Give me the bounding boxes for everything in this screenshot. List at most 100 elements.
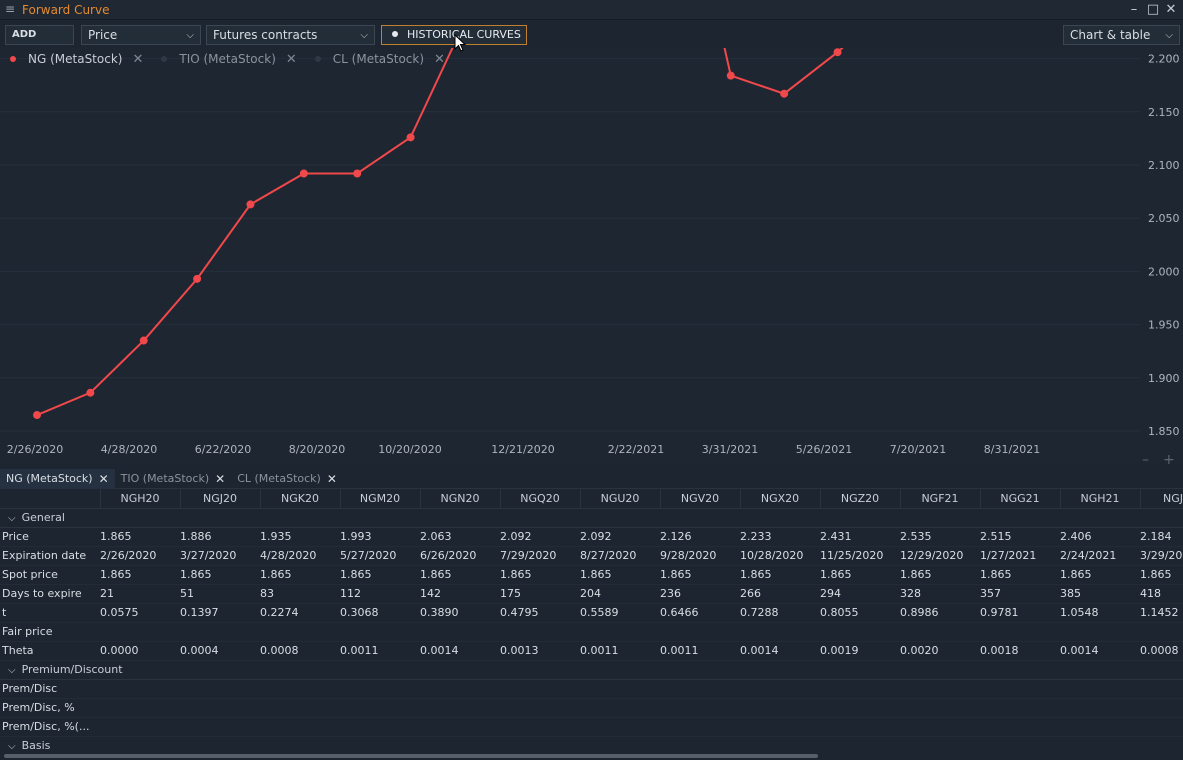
table-cell[interactable]: 2.233 xyxy=(740,527,820,547)
hamburger-menu-icon[interactable]: ≡ xyxy=(5,2,16,16)
table-cell[interactable]: 1.865 xyxy=(260,565,340,585)
table-cell[interactable]: 0.0004 xyxy=(180,641,260,661)
table-cell[interactable] xyxy=(580,679,660,699)
table-cell[interactable] xyxy=(1140,622,1183,642)
table-cell[interactable] xyxy=(1140,717,1183,737)
table-cell[interactable]: 0.8055 xyxy=(820,603,900,623)
column-header[interactable]: NGJ21 xyxy=(1140,489,1183,509)
zoom-out-icon[interactable]: – xyxy=(1142,452,1149,468)
table-cell[interactable]: 5/27/2020 xyxy=(340,546,420,566)
column-header[interactable]: NGG21 xyxy=(980,489,1061,509)
table-cell[interactable]: 204 xyxy=(580,584,660,604)
table-cell[interactable] xyxy=(1060,679,1140,699)
table-cell[interactable] xyxy=(660,698,740,718)
table-cell[interactable]: 0.7288 xyxy=(740,603,820,623)
add-curve-button[interactable]: ADD CURVE xyxy=(5,25,74,58)
table-cell[interactable]: 0.1397 xyxy=(180,603,260,623)
table-cell[interactable] xyxy=(740,679,820,699)
table-cell[interactable]: 2.406 xyxy=(1060,527,1140,547)
view-mode-select[interactable]: Chart & table ⌵ xyxy=(1063,25,1180,45)
table-cell[interactable] xyxy=(580,622,660,642)
table-cell[interactable]: 0.0000 xyxy=(100,641,180,661)
column-header[interactable]: NGV20 xyxy=(660,489,741,509)
table-cell[interactable]: 11/25/2020 xyxy=(820,546,900,566)
table-cell[interactable]: 0.0014 xyxy=(740,641,820,661)
table-cell[interactable]: 2/24/2021 xyxy=(1060,546,1140,566)
scrollbar-thumb[interactable] xyxy=(4,754,818,758)
table-cell[interactable] xyxy=(740,622,820,642)
table-cell[interactable]: 6/26/2020 xyxy=(420,546,500,566)
table-cell[interactable]: 1.935 xyxy=(260,527,340,547)
contracts-select[interactable]: Futures contracts ⌵ xyxy=(206,25,375,45)
table-cell[interactable]: 1.865 xyxy=(1140,565,1183,585)
table-cell[interactable]: 0.8986 xyxy=(900,603,980,623)
table-cell[interactable]: 0.0008 xyxy=(260,641,340,661)
table-cell[interactable] xyxy=(820,698,900,718)
table-cell[interactable]: 1.865 xyxy=(340,565,420,585)
table-cell[interactable]: 1.865 xyxy=(180,565,260,585)
table-cell[interactable] xyxy=(900,679,980,699)
table-cell[interactable]: 0.5589 xyxy=(580,603,660,623)
table-cell[interactable] xyxy=(980,698,1060,718)
column-header[interactable]: NGN20 xyxy=(420,489,501,509)
table-cell[interactable] xyxy=(1060,622,1140,642)
table-cell[interactable]: 0.0011 xyxy=(340,641,420,661)
table-cell[interactable]: 1.865 xyxy=(660,565,740,585)
table-cell[interactable]: 1.993 xyxy=(340,527,420,547)
tab-ng[interactable]: NG (MetaStock) ✕ xyxy=(0,468,115,489)
close-tab-icon[interactable]: ✕ xyxy=(326,471,337,486)
column-header[interactable]: NGU20 xyxy=(580,489,661,509)
table-cell[interactable]: 8/27/2020 xyxy=(580,546,660,566)
table-cell[interactable]: 1.886 xyxy=(180,527,260,547)
table-cell[interactable]: 0.9781 xyxy=(980,603,1060,623)
forward-curve-chart[interactable]: 1.850 1.900 1.950 2.000 2.050 2.100 2.150 2.200… xyxy=(0,48,1183,463)
data-point[interactable] xyxy=(406,133,415,142)
table-cell[interactable] xyxy=(1060,717,1140,737)
table-cell[interactable] xyxy=(340,717,420,737)
section-header[interactable]: ⌵ Premium/Discount xyxy=(0,659,1183,680)
table-cell[interactable] xyxy=(1140,698,1183,718)
table-cell[interactable]: 1.865 xyxy=(900,565,980,585)
table-cell[interactable]: 0.0011 xyxy=(660,641,740,661)
price-select[interactable]: Price ⌵ xyxy=(81,25,201,45)
table-cell[interactable]: 12/29/2020 xyxy=(900,546,980,566)
minimize-icon[interactable]: – xyxy=(1130,2,1138,17)
section-header[interactable]: ⌵ General xyxy=(0,508,1183,528)
table-cell[interactable] xyxy=(180,698,260,718)
table-cell[interactable] xyxy=(740,698,820,718)
remove-curve-icon[interactable]: ✕ xyxy=(434,51,445,67)
table-cell[interactable] xyxy=(180,717,260,737)
table-cell[interactable] xyxy=(580,717,660,737)
column-header[interactable]: NGM20 xyxy=(340,489,421,509)
table-cell[interactable]: 236 xyxy=(660,584,740,604)
table-cell[interactable] xyxy=(100,717,180,737)
tab-tio[interactable]: TIO (MetaStock) ✕ xyxy=(115,469,232,489)
table-cell[interactable] xyxy=(260,717,340,737)
data-point[interactable] xyxy=(780,89,789,98)
legend-item-cl[interactable]: CL (MetaStock) ✕ xyxy=(314,51,445,67)
table-cell[interactable] xyxy=(900,717,980,737)
column-header[interactable]: NGQ20 xyxy=(500,489,581,509)
data-point[interactable] xyxy=(33,411,41,420)
table-cell[interactable] xyxy=(180,679,260,699)
data-point[interactable] xyxy=(726,71,735,80)
table-cell[interactable]: 385 xyxy=(1060,584,1140,604)
table-cell[interactable]: 0.0008 xyxy=(1140,641,1183,661)
column-header[interactable]: NGZ20 xyxy=(820,489,901,509)
tab-cl[interactable]: CL (MetaStock) ✕ xyxy=(231,469,343,489)
table-cell[interactable]: 1/27/2021 xyxy=(980,546,1060,566)
table-cell[interactable]: 3/29/2021 xyxy=(1140,546,1183,566)
table-cell[interactable]: 1.865 xyxy=(740,565,820,585)
table-cell[interactable] xyxy=(980,622,1060,642)
table-cell[interactable]: 0.0018 xyxy=(980,641,1060,661)
table-cell[interactable]: 2.092 xyxy=(500,527,580,547)
table-cell[interactable]: 1.865 xyxy=(100,527,180,547)
close-tab-icon[interactable]: ✕ xyxy=(98,471,109,486)
table-cell[interactable] xyxy=(1060,698,1140,718)
table-cell[interactable]: 83 xyxy=(260,584,340,604)
table-cell[interactable] xyxy=(500,698,580,718)
column-header[interactable]: NGH20 xyxy=(100,489,181,509)
historical-curves-button[interactable]: HISTORICAL CURVES xyxy=(381,25,527,45)
legend-item-ng[interactable]: NG (MetaStock) ✕ xyxy=(10,52,143,67)
table-cell[interactable]: 10/28/2020 xyxy=(740,546,820,566)
